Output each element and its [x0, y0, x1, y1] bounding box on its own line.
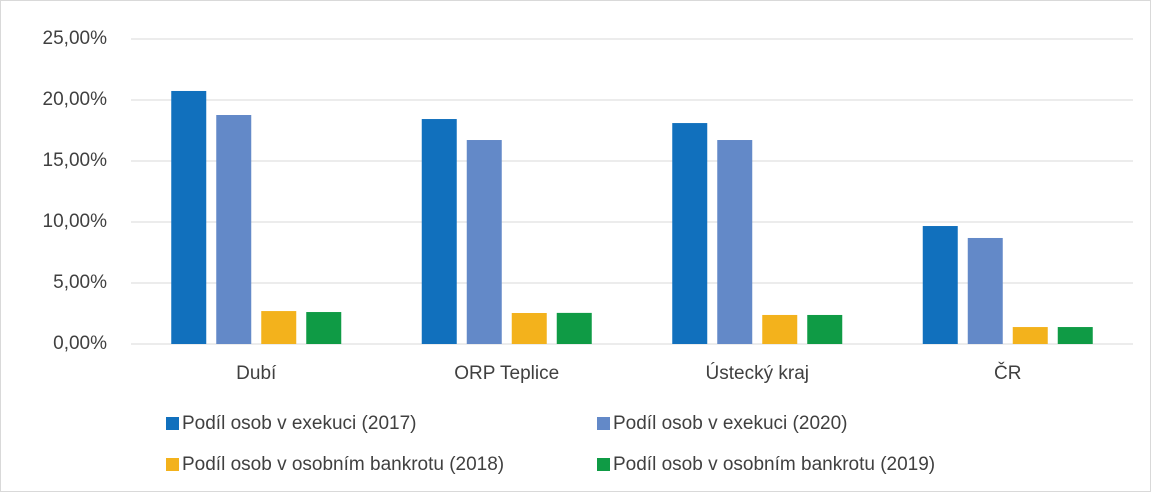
legend-label: Podíl osob v osobním bankrotu (2018) — [182, 454, 504, 475]
legend-swatch — [597, 417, 610, 430]
bar — [511, 313, 547, 344]
legend-label: Podíl osob v osobním bankrotu (2019) — [613, 454, 935, 475]
bar — [807, 314, 843, 344]
x-tick-label: ORP Teplice — [454, 363, 559, 384]
bar — [171, 90, 207, 344]
y-tick-label: 25,00% — [43, 28, 108, 49]
legend-swatch — [166, 417, 179, 430]
bar — [672, 123, 708, 344]
x-tick-label: Dubí — [236, 363, 277, 384]
bar — [1012, 327, 1048, 344]
bar — [306, 312, 342, 344]
bar — [261, 311, 297, 344]
legend-label: Podíl osob v exekuci (2020) — [613, 413, 847, 434]
bar — [762, 314, 798, 344]
bar — [216, 115, 252, 344]
bar — [717, 140, 753, 344]
legend-label: Podíl osob v exekuci (2017) — [182, 413, 416, 434]
bar — [967, 237, 1003, 344]
bar — [556, 312, 592, 344]
y-tick-label: 10,00% — [43, 211, 108, 232]
bar — [1057, 327, 1093, 344]
y-tick-label: 20,00% — [43, 89, 108, 110]
y-tick-label: 5,00% — [53, 272, 107, 293]
legend-swatch — [597, 458, 610, 471]
bar — [421, 119, 457, 344]
bar — [922, 226, 958, 344]
x-tick-label: ČR — [994, 362, 1021, 384]
bar — [466, 140, 502, 344]
x-tick-label: Ústecký kraj — [706, 362, 809, 384]
legend-swatch — [166, 458, 179, 471]
y-tick-label: 0,00% — [53, 333, 107, 354]
y-tick-label: 15,00% — [43, 150, 108, 171]
